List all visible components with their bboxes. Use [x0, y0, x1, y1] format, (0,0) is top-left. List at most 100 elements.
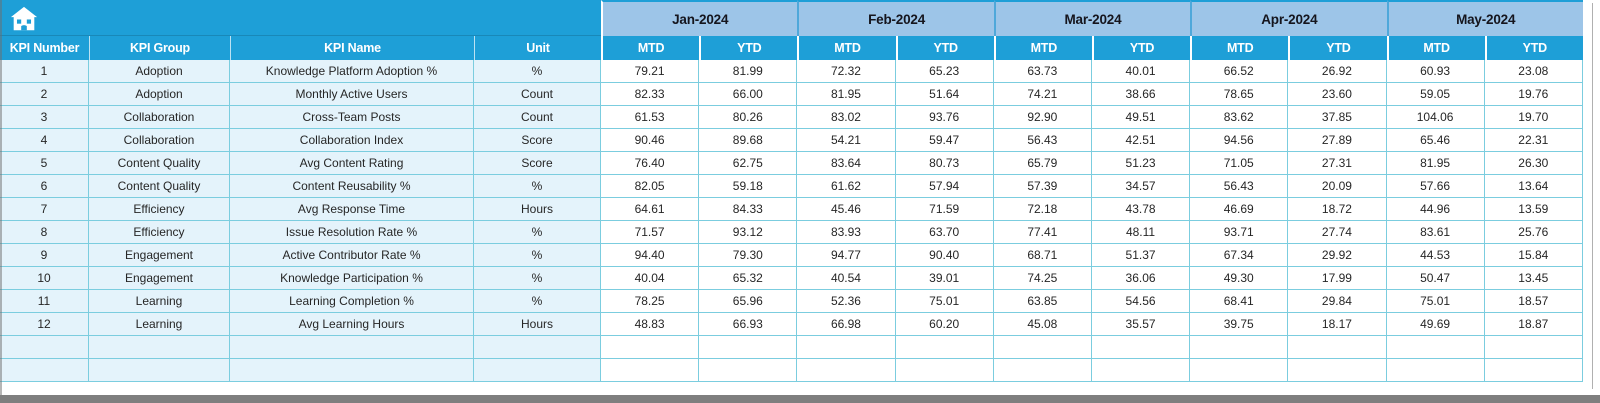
- cell-value[interactable]: 83.61: [1386, 221, 1485, 244]
- cell-value[interactable]: 66.93: [699, 313, 798, 336]
- cell-kpi-name[interactable]: Avg Content Rating: [230, 152, 474, 175]
- cell-value[interactable]: 51.37: [1091, 244, 1191, 267]
- cell-value[interactable]: 18.87: [1484, 313, 1583, 336]
- cell-kpi-number[interactable]: 2: [0, 83, 89, 106]
- cell-value[interactable]: 15.84: [1484, 244, 1583, 267]
- cell-kpi-number[interactable]: 9: [0, 244, 89, 267]
- month-header[interactable]: Jan-2024: [601, 0, 798, 36]
- cell-value[interactable]: 93.76: [895, 106, 994, 129]
- cell-value[interactable]: 94.40: [601, 244, 700, 267]
- cell-value[interactable]: 76.40: [601, 152, 700, 175]
- cell-value[interactable]: 49.30: [1190, 267, 1289, 290]
- cell-empty[interactable]: [1190, 336, 1289, 359]
- cell-value[interactable]: 44.96: [1386, 198, 1485, 221]
- cell-value[interactable]: 22.31: [1484, 129, 1583, 152]
- cell-value[interactable]: 63.70: [895, 221, 994, 244]
- cell-value[interactable]: 39.01: [895, 267, 994, 290]
- cell-value[interactable]: 59.05: [1386, 83, 1485, 106]
- cell-value[interactable]: 60.93: [1386, 60, 1485, 83]
- cell-value[interactable]: 104.06: [1386, 106, 1485, 129]
- cell-value[interactable]: 13.64: [1484, 175, 1583, 198]
- cell-value[interactable]: 49.69: [1386, 313, 1485, 336]
- cell-value[interactable]: 27.74: [1288, 221, 1387, 244]
- cell-kpi-name[interactable]: Learning Completion %: [230, 290, 474, 313]
- cell-value[interactable]: 54.21: [797, 129, 896, 152]
- cell-empty[interactable]: [230, 359, 474, 382]
- cell-value[interactable]: 68.71: [993, 244, 1092, 267]
- cell-value[interactable]: 75.01: [895, 290, 994, 313]
- cell-value[interactable]: 40.04: [601, 267, 700, 290]
- column-header-mtd[interactable]: MTD: [797, 36, 896, 60]
- cell-empty[interactable]: [895, 359, 994, 382]
- cell-value[interactable]: 36.06: [1091, 267, 1191, 290]
- cell-value[interactable]: 63.73: [993, 60, 1092, 83]
- cell-value[interactable]: 93.12: [699, 221, 798, 244]
- cell-unit[interactable]: Score: [474, 129, 601, 152]
- cell-kpi-number[interactable]: 4: [0, 129, 89, 152]
- cell-value[interactable]: 42.51: [1091, 129, 1191, 152]
- cell-value[interactable]: 38.66: [1091, 83, 1191, 106]
- cell-value[interactable]: 83.02: [797, 106, 896, 129]
- cell-empty[interactable]: [0, 336, 89, 359]
- cell-kpi-group[interactable]: Engagement: [89, 267, 230, 290]
- cell-value[interactable]: 35.57: [1091, 313, 1191, 336]
- cell-value[interactable]: 54.56: [1091, 290, 1191, 313]
- cell-value[interactable]: 92.90: [993, 106, 1092, 129]
- cell-value[interactable]: 71.59: [895, 198, 994, 221]
- cell-kpi-name[interactable]: Avg Learning Hours: [230, 313, 474, 336]
- cell-value[interactable]: 66.98: [797, 313, 896, 336]
- cell-value[interactable]: 74.21: [993, 83, 1092, 106]
- cell-value[interactable]: 19.76: [1484, 83, 1583, 106]
- cell-value[interactable]: 20.09: [1288, 175, 1387, 198]
- cell-kpi-group[interactable]: Content Quality: [89, 175, 230, 198]
- cell-value[interactable]: 45.46: [797, 198, 896, 221]
- cell-value[interactable]: 74.25: [993, 267, 1092, 290]
- cell-empty[interactable]: [474, 359, 601, 382]
- cell-value[interactable]: 40.54: [797, 267, 896, 290]
- cell-kpi-number[interactable]: 1: [0, 60, 89, 83]
- cell-value[interactable]: 89.68: [699, 129, 798, 152]
- cell-empty[interactable]: [89, 336, 230, 359]
- cell-unit[interactable]: Count: [474, 83, 601, 106]
- cell-kpi-name[interactable]: Cross-Team Posts: [230, 106, 474, 129]
- cell-value[interactable]: 18.57: [1484, 290, 1583, 313]
- cell-kpi-name[interactable]: Knowledge Participation %: [230, 267, 474, 290]
- cell-value[interactable]: 43.78: [1091, 198, 1191, 221]
- home-button[interactable]: [9, 4, 39, 34]
- cell-kpi-group[interactable]: Efficiency: [89, 198, 230, 221]
- cell-value[interactable]: 52.36: [797, 290, 896, 313]
- column-header-ytd[interactable]: YTD: [1484, 36, 1583, 60]
- cell-value[interactable]: 83.62: [1190, 106, 1289, 129]
- column-header-unit[interactable]: Unit: [474, 36, 601, 60]
- cell-value[interactable]: 13.59: [1484, 198, 1583, 221]
- cell-empty[interactable]: [797, 336, 896, 359]
- cell-kpi-number[interactable]: 7: [0, 198, 89, 221]
- cell-empty[interactable]: [1190, 359, 1289, 382]
- cell-value[interactable]: 93.71: [1190, 221, 1289, 244]
- cell-value[interactable]: 81.99: [699, 60, 798, 83]
- cell-value[interactable]: 79.21: [601, 60, 700, 83]
- cell-value[interactable]: 80.73: [895, 152, 994, 175]
- cell-value[interactable]: 18.72: [1288, 198, 1387, 221]
- cell-value[interactable]: 83.64: [797, 152, 896, 175]
- cell-kpi-name[interactable]: Active Contributor Rate %: [230, 244, 474, 267]
- month-header[interactable]: May-2024: [1386, 0, 1583, 36]
- cell-empty[interactable]: [1288, 336, 1387, 359]
- cell-kpi-group[interactable]: Learning: [89, 313, 230, 336]
- cell-empty[interactable]: [1484, 359, 1583, 382]
- cell-value[interactable]: 90.40: [895, 244, 994, 267]
- month-header[interactable]: Feb-2024: [797, 0, 994, 36]
- column-header-ytd[interactable]: YTD: [1091, 36, 1191, 60]
- cell-value[interactable]: 44.53: [1386, 244, 1485, 267]
- cell-kpi-group[interactable]: Adoption: [89, 83, 230, 106]
- column-header-mtd[interactable]: MTD: [993, 36, 1092, 60]
- cell-value[interactable]: 64.61: [601, 198, 700, 221]
- cell-unit[interactable]: %: [474, 221, 601, 244]
- cell-value[interactable]: 79.30: [699, 244, 798, 267]
- cell-kpi-name[interactable]: Avg Response Time: [230, 198, 474, 221]
- cell-kpi-number[interactable]: 6: [0, 175, 89, 198]
- cell-value[interactable]: 51.64: [895, 83, 994, 106]
- column-header-mtd[interactable]: MTD: [601, 36, 700, 60]
- cell-value[interactable]: 84.33: [699, 198, 798, 221]
- cell-value[interactable]: 23.60: [1288, 83, 1387, 106]
